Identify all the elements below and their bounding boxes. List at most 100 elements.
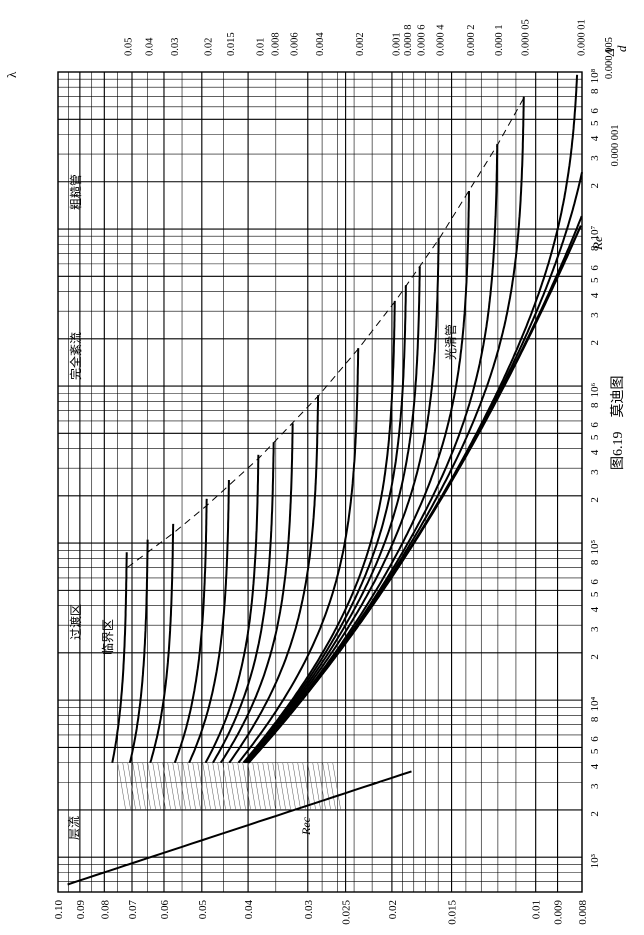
roughness-curve <box>245 238 440 764</box>
lambda-tick-label: 0.07 <box>127 900 139 920</box>
re-tick-label: 2 <box>589 497 601 503</box>
re-tick-label: 8 <box>589 88 601 94</box>
re-tick-label: 2 <box>589 654 601 660</box>
lambda-tick-label: 0.09 <box>75 900 87 920</box>
region-label-transition: 过渡区 <box>68 604 83 640</box>
hatch-line <box>237 762 246 810</box>
laminar-line <box>67 770 412 886</box>
re-tick-label: 6 <box>589 579 601 585</box>
smooth-pipe-curve <box>247 225 582 764</box>
re-tick-label: 3 <box>589 312 601 318</box>
re-tick-label: 5 <box>589 748 601 754</box>
hatch-line <box>122 762 131 810</box>
re-tick-label: 10⁷ <box>589 225 601 240</box>
roughness-label: 0.05 <box>123 38 134 56</box>
re-tick-label: 8 <box>589 716 601 722</box>
complete-turbulence-boundary <box>127 96 526 568</box>
hatch-line <box>272 762 281 810</box>
hatch-line <box>267 762 276 810</box>
re-tick-label: 10⁵ <box>589 540 601 555</box>
hatch-line <box>117 762 126 810</box>
roughness-label: 0.006 <box>290 32 301 56</box>
hatch-line <box>227 762 236 810</box>
hatch-line <box>182 762 191 810</box>
hatch-line <box>257 762 266 810</box>
hatch-line <box>167 762 176 810</box>
re-tick-label: 2 <box>589 183 601 189</box>
roughness-curve <box>219 423 294 764</box>
roughness-label: 0.03 <box>170 38 181 56</box>
roughness-curve <box>228 395 320 764</box>
roughness-curve <box>212 442 275 764</box>
lambda-tick-label: 0.008 <box>577 900 589 925</box>
hatch-line <box>322 762 331 810</box>
roughness-curve <box>243 285 407 764</box>
lambda-tick-label: 0.10 <box>53 900 65 920</box>
re-tick-label: 3 <box>589 783 601 789</box>
relative-roughness-denominator: d <box>614 45 629 52</box>
roughness-label: 0.000 001 <box>610 125 621 167</box>
re-tick-label: 4 <box>589 449 601 455</box>
lambda-tick-label: 0.03 <box>303 900 315 920</box>
hatch-line <box>282 762 291 810</box>
roughness-label: 0.000 01 <box>576 19 587 56</box>
hatch-line <box>302 762 311 810</box>
region-label-critical: 临界区 <box>101 619 115 655</box>
hatch-line <box>177 762 186 810</box>
hatch-line <box>262 762 271 810</box>
roughness-curve <box>111 552 128 763</box>
re-tick-label: 5 <box>589 434 601 440</box>
re-tick-label: 5 <box>589 120 601 126</box>
relative-roughness-numerator: Δ <box>602 48 617 57</box>
roughness-label: 0.002 <box>355 32 366 56</box>
hatch-line <box>332 762 341 810</box>
hatch-line <box>137 762 146 810</box>
re-tick-label: 8 <box>589 245 601 251</box>
roughness-curve <box>244 266 421 764</box>
hatch-line <box>242 762 251 810</box>
roughness-curve <box>149 523 175 763</box>
roughness-label: 0.000 005 <box>604 37 615 79</box>
re-tick-label: 4 <box>589 763 601 769</box>
region-label-critical-re: Rec <box>299 816 313 836</box>
region-label-laminar: 层流 <box>67 816 81 840</box>
hatch-line <box>197 762 206 810</box>
re-tick-label: 6 <box>589 736 601 742</box>
lambda-tick-label: 0.04 <box>243 900 255 920</box>
roughness-curve <box>237 348 360 764</box>
roughness-label: 0.01 <box>255 38 266 56</box>
region-label-smooth-pipe: 光滑管 <box>443 324 458 360</box>
hatch-line <box>212 762 221 810</box>
roughness-label: 0.000 2 <box>466 25 477 57</box>
re-tick-label: 6 <box>589 265 601 271</box>
hatch-line <box>292 762 301 810</box>
roughness-label: 0.000 1 <box>494 25 505 57</box>
hatch-line <box>202 762 211 810</box>
roughness-label: 0.015 <box>226 32 237 56</box>
roughness-curve <box>247 215 583 764</box>
region-label-rough-pipe: 粗糙管 <box>68 174 83 210</box>
roughness-label: 0.000 6 <box>417 25 428 57</box>
hatch-line <box>307 762 316 810</box>
region-label-complete-turbulence: 完全紊流 <box>68 332 83 380</box>
y-axis-label: λ <box>4 71 19 78</box>
hatch-line <box>277 762 286 810</box>
hatch-line <box>187 762 196 810</box>
re-tick-label: 6 <box>589 108 601 114</box>
hatch-line <box>297 762 306 810</box>
hatch-line <box>222 762 231 810</box>
labels: 图6.19 莫迪图 Re λ Δ d 层流 临界区 过渡区 完全紊流 粗糙管 光… <box>4 45 629 840</box>
re-tick-label: 2 <box>589 340 601 346</box>
roughness-label: 0.02 <box>204 38 215 56</box>
lambda-tick-label: 0.015 <box>447 900 459 925</box>
roughness-label: 0.000 05 <box>521 19 532 56</box>
lambda-tick-label: 0.01 <box>531 900 543 919</box>
re-tick-label: 10⁸ <box>589 68 601 83</box>
hatch-line <box>162 762 171 810</box>
roughness-label: 0.004 <box>315 32 326 56</box>
hatch-line <box>152 762 161 810</box>
re-tick-label: 10⁶ <box>589 382 601 397</box>
re-tick-label: 6 <box>589 422 601 428</box>
